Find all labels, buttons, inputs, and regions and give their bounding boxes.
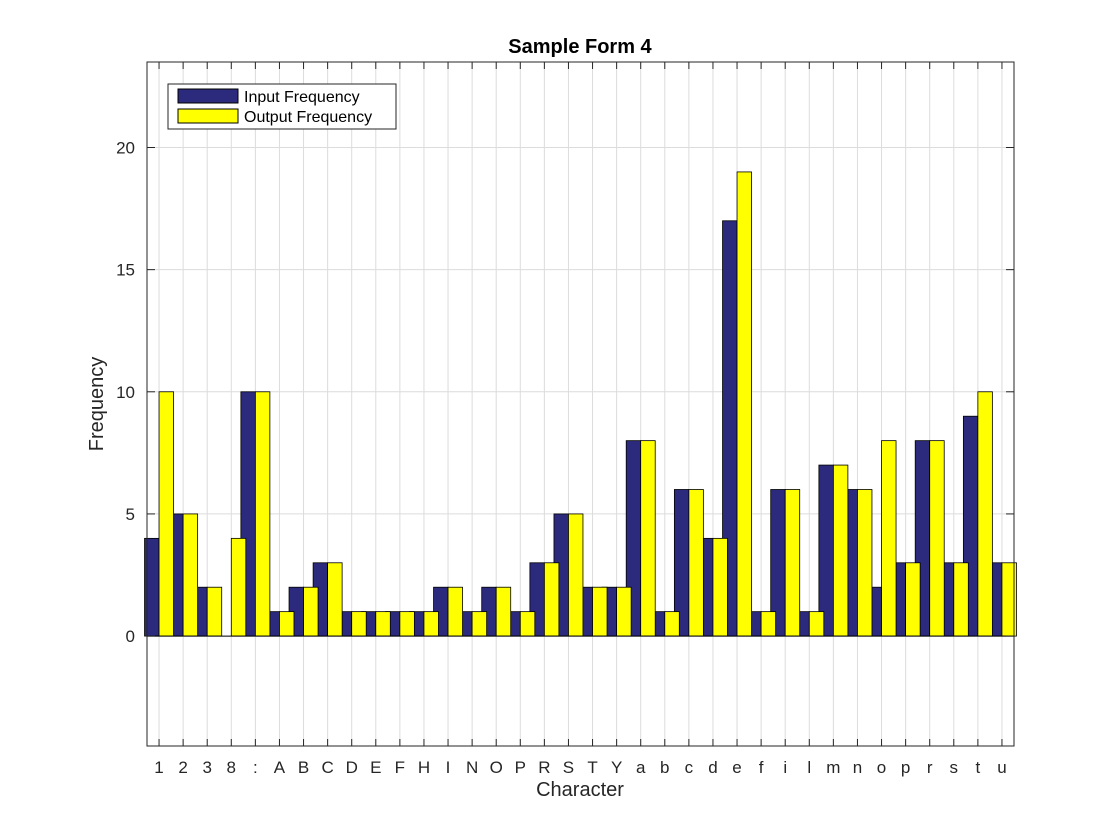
x-tick-label: I	[446, 758, 451, 777]
plot-area	[144, 61, 1017, 747]
y-tick-label: 15	[116, 261, 135, 280]
bar-output-frequency	[929, 440, 945, 637]
y-tick-label: 0	[126, 627, 135, 646]
x-tick-label: 3	[202, 758, 211, 777]
x-tick-label: 8	[227, 758, 236, 777]
bar-output-frequency	[736, 171, 752, 637]
x-tick-label: u	[997, 758, 1006, 777]
chart-title: Sample Form 4	[508, 36, 652, 58]
x-tick-label: P	[515, 758, 526, 777]
axis-ticks	[147, 62, 1014, 746]
bar-output-frequency	[399, 611, 415, 637]
x-tick-label: R	[538, 758, 550, 777]
x-tick-label: f	[759, 758, 764, 777]
x-tick-label: F	[395, 758, 405, 777]
bar-output-frequency	[447, 586, 463, 637]
bar-output-frequency	[230, 537, 247, 637]
bar-output-frequency	[857, 489, 873, 637]
x-tick-label: N	[466, 758, 478, 777]
x-tick-label: c	[685, 758, 694, 777]
bar-group	[144, 171, 1017, 637]
bar-output-frequency	[327, 562, 343, 637]
x-tick-label: Y	[611, 758, 622, 777]
bar-output-frequency	[592, 586, 608, 637]
bar-output-frequency	[471, 611, 488, 637]
x-tick-label: C	[321, 758, 333, 777]
x-tick-label: p	[901, 758, 910, 777]
bar-output-frequency	[495, 586, 512, 637]
y-tick-label: 5	[126, 505, 135, 524]
bar-output-frequency	[640, 440, 656, 637]
x-tick-label: t	[976, 758, 981, 777]
bar-output-frequency	[977, 391, 993, 637]
x-axis-label: Character	[536, 779, 624, 801]
bar-output-frequency	[784, 489, 801, 637]
bar-output-frequency	[616, 586, 632, 637]
bar-output-frequency	[423, 611, 439, 637]
x-tick-label: s	[950, 758, 959, 777]
x-tick-label: A	[274, 758, 286, 777]
bar-output-frequency	[832, 464, 849, 637]
x-tick-label: d	[708, 758, 717, 777]
bar-output-frequency	[375, 611, 391, 637]
x-tick-label: m	[826, 758, 840, 777]
x-tick-label: o	[877, 758, 886, 777]
x-tick-label: H	[418, 758, 430, 777]
bar-output-frequency	[351, 611, 367, 637]
x-tick-label: 1	[154, 758, 163, 777]
legend-swatch-input	[177, 88, 239, 104]
x-tick-label: e	[732, 758, 741, 777]
x-tick-label: T	[587, 758, 597, 777]
x-tick-label: n	[853, 758, 862, 777]
bar-output-frequency	[303, 586, 319, 637]
bar-output-frequency	[712, 537, 728, 637]
x-tick-label: a	[636, 758, 646, 777]
legend-swatch-output	[177, 108, 239, 124]
x-tick-label: D	[346, 758, 358, 777]
bar-input-frequency	[818, 464, 834, 637]
legend: Input Frequency Output Frequency	[167, 83, 397, 130]
bar-output-frequency	[158, 391, 174, 637]
bar-output-frequency	[953, 562, 969, 637]
x-tick-label: r	[927, 758, 933, 777]
bar-output-frequency	[664, 611, 680, 637]
bar-output-frequency	[182, 513, 199, 637]
bar-output-frequency	[808, 611, 825, 637]
x-tick-label: l	[807, 758, 811, 777]
bar-output-frequency	[279, 611, 295, 637]
bar-output-frequency	[543, 562, 560, 637]
bar-output-frequency	[760, 611, 777, 637]
bar-output-frequency	[519, 611, 536, 637]
bar-output-frequency	[688, 489, 704, 637]
bar-output-frequency	[568, 513, 584, 637]
legend-label-input: Input Frequency	[244, 89, 360, 106]
x-tick-label: B	[298, 758, 309, 777]
bar-output-frequency	[881, 440, 897, 637]
x-tick-label: b	[660, 758, 669, 777]
y-tick-label: 10	[116, 383, 135, 402]
bar-output-frequency	[206, 586, 223, 637]
axes-box	[146, 61, 1015, 747]
x-tick-label: O	[490, 758, 503, 777]
axes-background	[147, 62, 1014, 746]
bar-output-frequency	[254, 391, 271, 637]
y-axis-label: Frequency	[86, 357, 108, 452]
y-tick-label: 20	[116, 139, 135, 158]
x-tick-label: 2	[178, 758, 187, 777]
y-tick-labels: 0 5 10 15 20	[116, 139, 135, 647]
legend-label-output: Output Frequency	[244, 109, 372, 126]
x-tick-label: i	[783, 758, 787, 777]
x-tick-label: E	[370, 758, 381, 777]
x-tick-label: :	[253, 758, 258, 777]
bar-output-frequency	[905, 562, 921, 637]
x-tick-label: S	[563, 758, 574, 777]
